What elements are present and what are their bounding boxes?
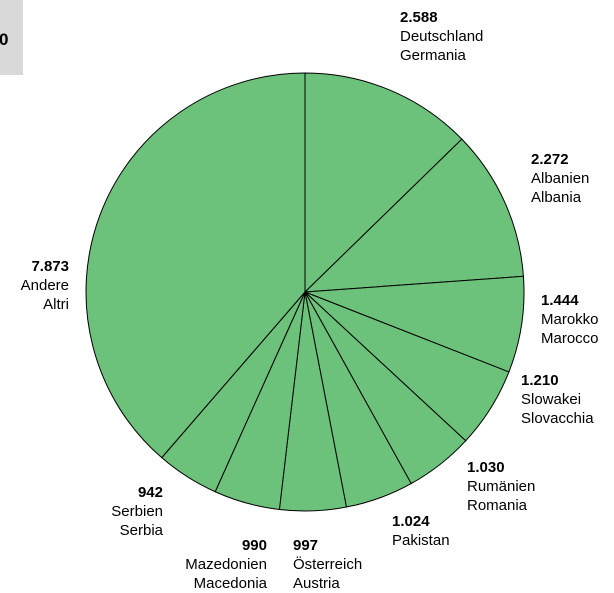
slice-label-de: Rumänien — [467, 478, 535, 495]
pie-slice-andere — [85, 72, 306, 459]
pie-slice-deutschland — [304, 72, 463, 294]
slice-label-it: Albania — [531, 189, 582, 206]
slice-label-it: Austria — [293, 575, 340, 592]
slice-label-de: Serbien — [111, 503, 163, 520]
slice-value-label: 990 — [242, 537, 267, 554]
slice-label-de: Pakistan — [392, 532, 450, 549]
slice-label-it: Macedonia — [194, 575, 268, 592]
corner-badge: 0 — [0, 0, 23, 75]
corner-badge-text: 0 — [0, 30, 9, 49]
slice-label-de: Andere — [21, 277, 69, 294]
slice-label-de: Marokko — [541, 311, 599, 328]
slice-value-label: 2.272 — [531, 151, 569, 168]
slice-label-it: Slovacchia — [521, 410, 594, 427]
slice-label-de: Slowakei — [521, 391, 581, 408]
slice-value-label: 997 — [293, 537, 318, 554]
slice-label-it: Romania — [467, 497, 528, 514]
slice-value-label: 1.444 — [541, 292, 579, 309]
slice-label-it: Marocco — [541, 330, 599, 347]
slice-label-de: Albanien — [531, 170, 589, 187]
slice-label-de: Österreich — [293, 555, 362, 573]
slice-label-it: Germania — [400, 47, 467, 64]
slice-value-label: 7.873 — [31, 258, 69, 275]
pie-slice-albanien — [303, 138, 524, 293]
slice-label-de: Deutschland — [400, 28, 483, 45]
slice-label-it: Serbia — [120, 522, 164, 539]
slice-value-label: 1.024 — [392, 513, 430, 530]
slice-label-de: Mazedonien — [185, 556, 267, 573]
slice-value-label: 2.588 — [400, 9, 438, 26]
slice-value-label: 1.030 — [467, 459, 505, 476]
slice-label-it: Altri — [43, 296, 69, 313]
slice-value-label: 1.210 — [521, 372, 559, 389]
slice-value-label: 942 — [138, 484, 163, 501]
